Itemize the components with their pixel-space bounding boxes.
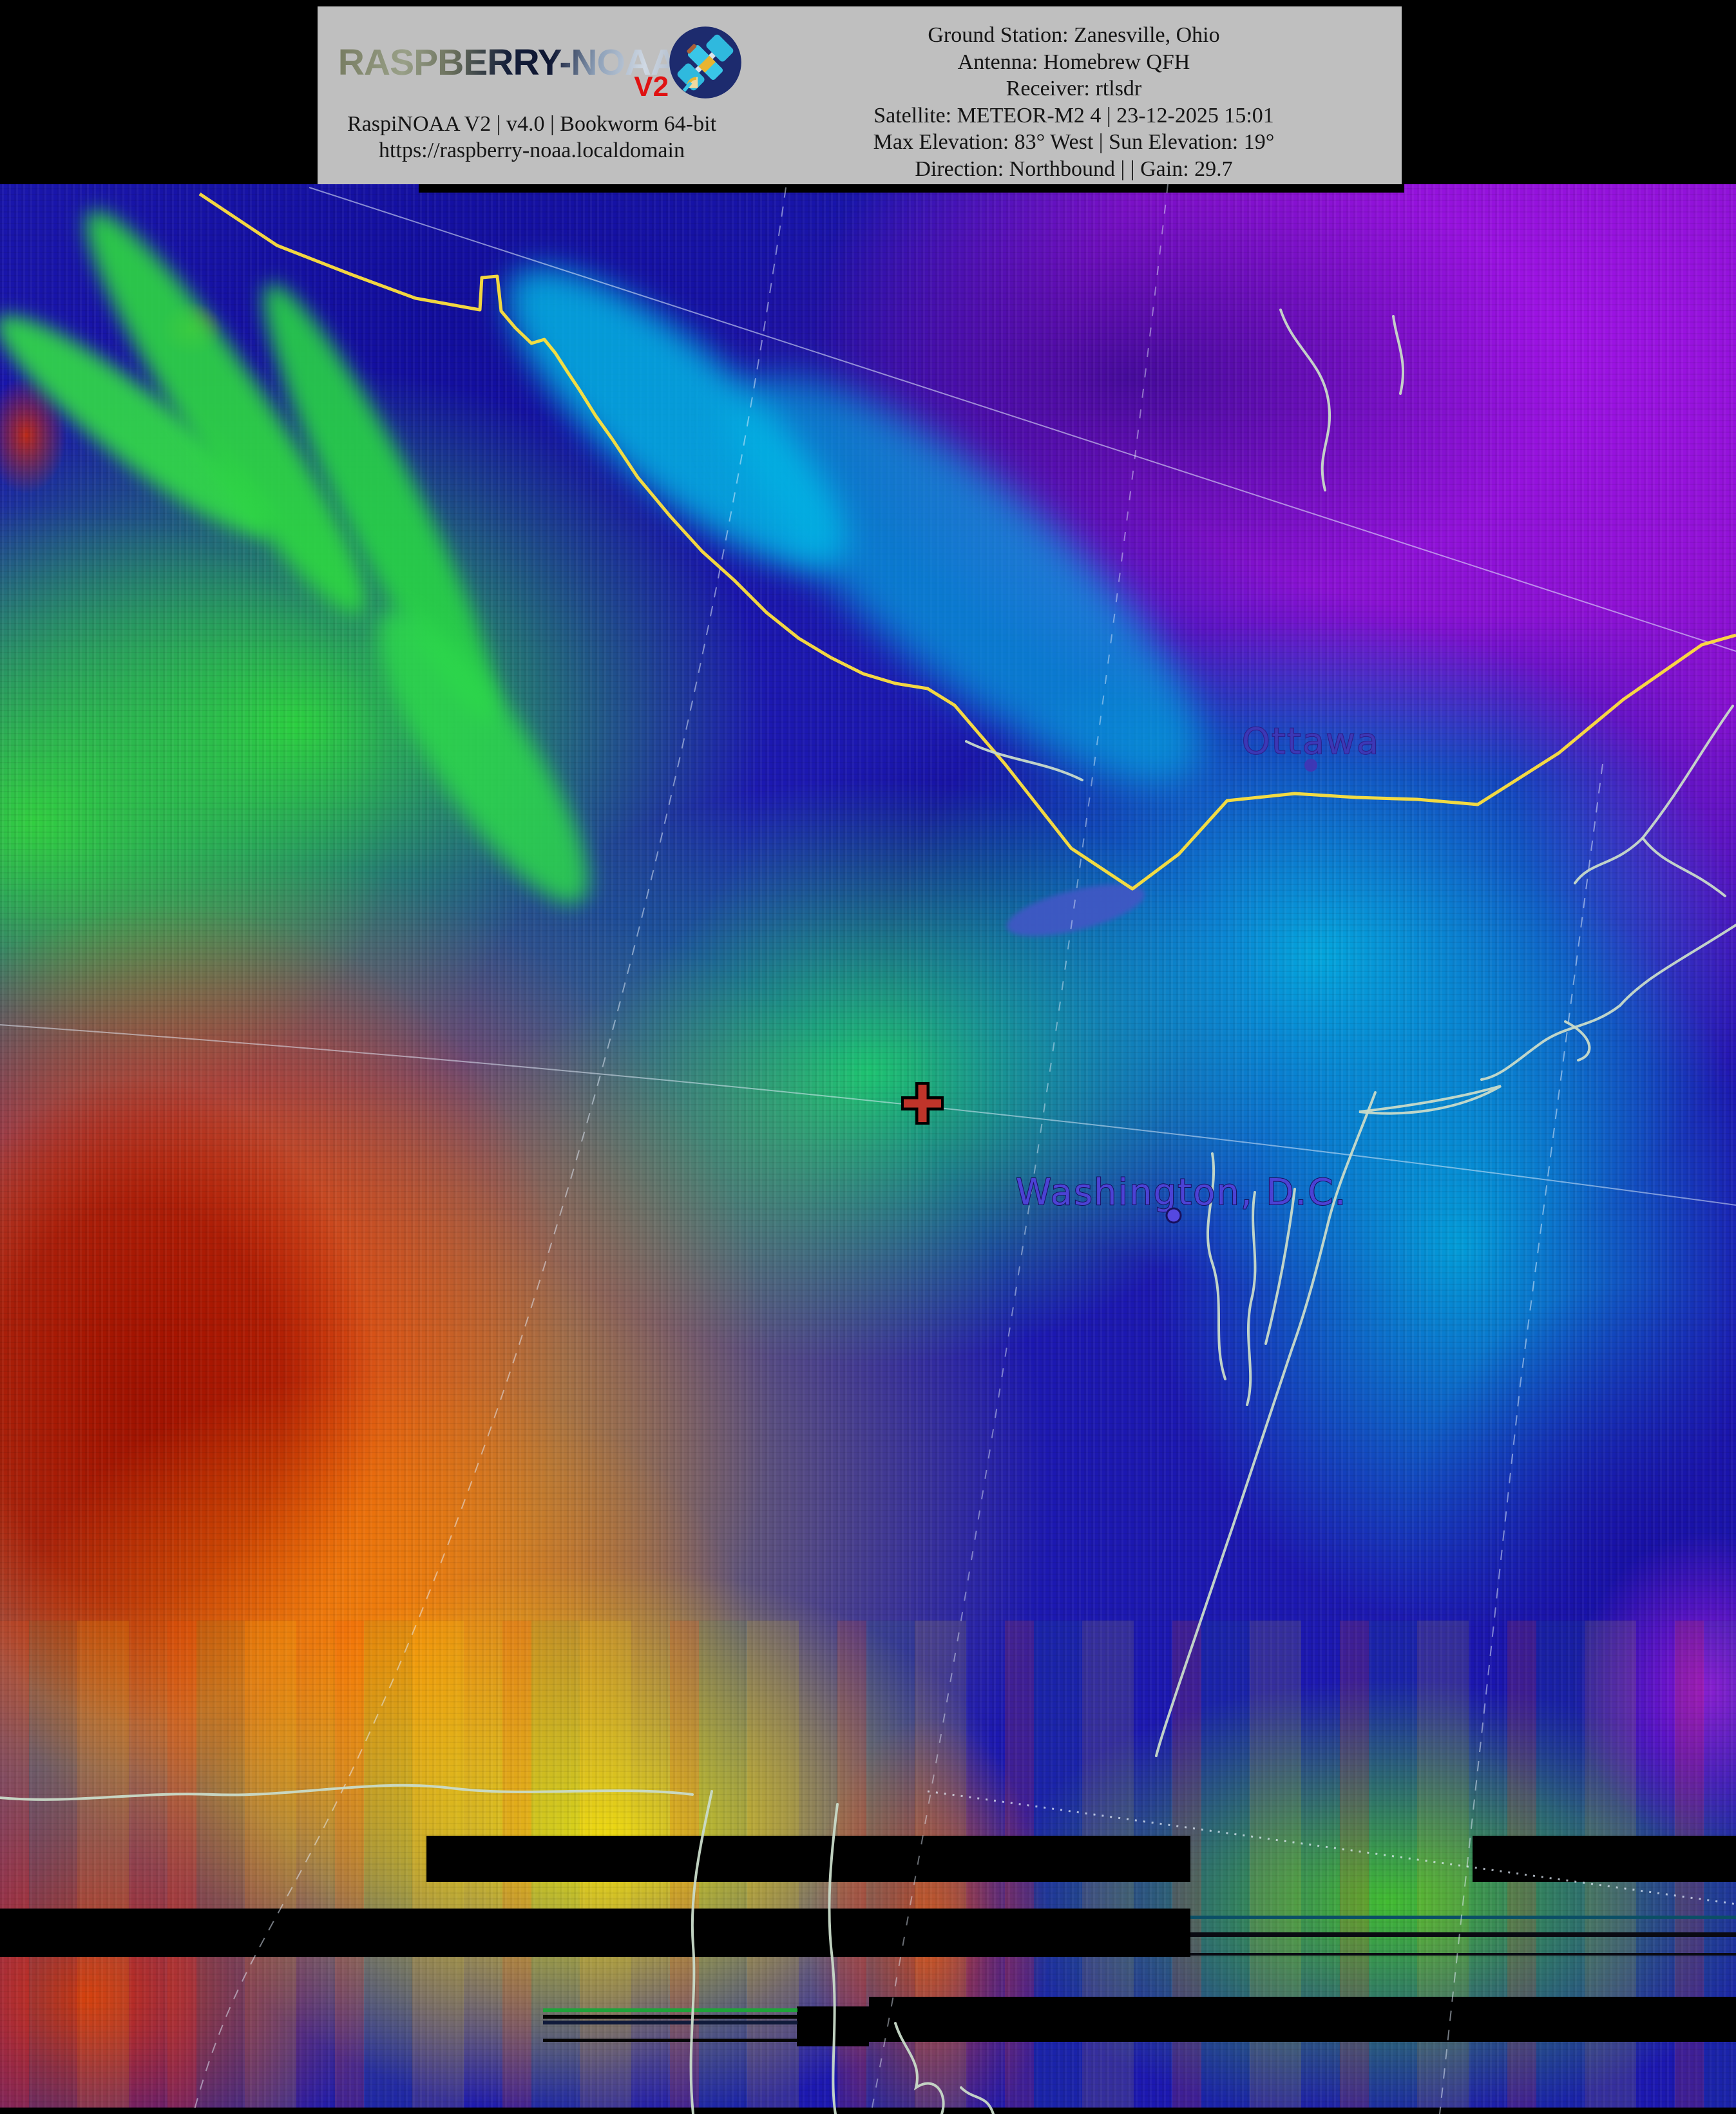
city-dot-ottawa — [1304, 759, 1317, 772]
direction-gain-line: Direction: Northbound | | Gain: 29.7 — [915, 157, 1233, 181]
signal-dropout-bar — [0, 1909, 1190, 1957]
city-label-ottawa: Ottawa — [1242, 721, 1380, 763]
satellite-line: Satellite: METEOR-M2 4 | 23-12-2025 15:0… — [873, 103, 1274, 128]
ground-station-cross-marker — [901, 1082, 944, 1125]
receiver-line: Receiver: rtlsdr — [1006, 77, 1142, 100]
brand-wordmark: RASPBERRY-NOAA — [338, 42, 677, 83]
meteor-thermal-map: Ottawa Washington, D.C. — [0, 184, 1736, 2114]
v2-version-badge: V2 — [634, 71, 669, 102]
pass-info-column: Ground Station: Zanesville, Ohio Antenna… — [746, 6, 1402, 184]
signal-dropout-bar — [869, 1997, 1736, 2042]
elevation-line: Max Elevation: 83° West | Sun Elevation:… — [873, 130, 1275, 154]
satellite-icon — [669, 26, 742, 99]
capture-header-banner: RASPBERRY-NOAA — [318, 6, 1402, 184]
us-canada-border — [198, 192, 1736, 891]
scanline-artifact — [543, 2008, 797, 2012]
scanline-artifact — [1190, 1932, 1736, 1937]
scanline-artifact — [1190, 1953, 1736, 1956]
raspberry-noaa-logo: RASPBERRY-NOAA — [338, 24, 743, 102]
city-dot-washington-dc — [1165, 1207, 1182, 1224]
signal-dropout-bar — [419, 184, 1404, 193]
coastline-lines — [0, 309, 1736, 2114]
scanline-artifact — [543, 2021, 797, 2024]
city-label-washington-dc: Washington, D.C. — [1016, 1172, 1348, 1214]
satellite-badge-icon: V2 — [634, 24, 743, 102]
system-info-line: RaspiNOAA V2 | v4.0 | Bookworm 64-bit — [347, 112, 717, 136]
signal-dropout-bar — [1473, 1836, 1736, 1882]
antenna-line: Antenna: Homebrew QFH — [957, 50, 1190, 74]
scanline-artifact — [543, 2039, 797, 2042]
scanline-artifact — [1190, 1916, 1736, 1919]
map-vector-overlay: Ottawa Washington, D.C. — [0, 184, 1736, 2114]
signal-dropout-bar — [0, 2108, 1736, 2114]
scanline-artifact — [543, 2015, 797, 2019]
signal-dropout-bar — [426, 1836, 1190, 1882]
graticule-lines — [0, 184, 1736, 2114]
ground-station-line: Ground Station: Zanesville, Ohio — [928, 23, 1220, 47]
banner-left-column: RASPBERRY-NOAA — [318, 6, 746, 184]
station-url: https://raspberry-noaa.localdomain — [379, 138, 685, 162]
